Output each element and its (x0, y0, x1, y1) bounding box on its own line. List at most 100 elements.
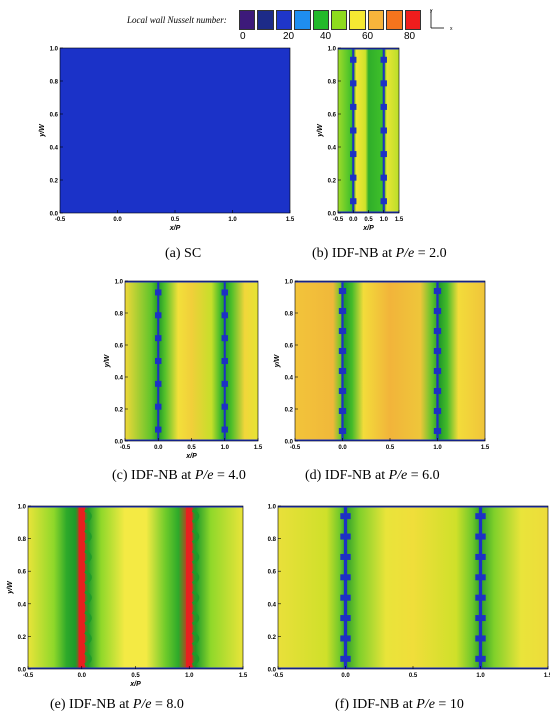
colorbar-tick-80: 80 (404, 31, 416, 42)
x-tick-label: 0.0 (78, 673, 87, 679)
contour-plot-c: 1.00.80.60.40.20.0-0.5 0.0 0.5 1.0 1.5x/Py/W (104, 280, 263, 461)
caption-d: (d) IDF-NB at P/e = 6.0 (305, 468, 440, 484)
vortex-mark (475, 553, 486, 560)
x-tick-label: -0.5 (55, 217, 66, 223)
x-tick-label: 1.5 (481, 445, 490, 451)
vortex-mark (433, 328, 442, 334)
y-tick-label: 0.2 (18, 635, 27, 641)
vortex-mark (433, 388, 442, 394)
nusselt-field (295, 281, 485, 441)
x-tick-label: 0.0 (338, 445, 347, 451)
vortex-mark (191, 570, 200, 585)
vortex-mark (84, 508, 92, 524)
colorbar (239, 10, 422, 30)
x-tick-label: -0.5 (23, 673, 34, 679)
rib-1 (78, 506, 85, 669)
y-tick-label: 0.6 (18, 570, 27, 576)
vortex-mark (221, 335, 228, 342)
contour-plot-f: 1.00.80.60.40.20.0-0.50.00.51.01.5 (268, 505, 550, 680)
vortex-mark (191, 631, 200, 646)
vortex-mark (340, 594, 351, 601)
x-tick-label: 1.0 (221, 445, 230, 451)
y-tick-label: 0.2 (50, 179, 59, 185)
rib-2 (186, 506, 193, 669)
caption-value: = 10 (434, 697, 464, 712)
x-tick-label: -0.5 (120, 445, 131, 451)
x-tick-label: 1.0 (476, 673, 485, 679)
vortex-mark (191, 549, 200, 565)
y-axis-label: y/W (317, 123, 324, 138)
nusselt-field (28, 506, 243, 669)
colorbar-swatch (386, 10, 403, 30)
vortex-mark (433, 368, 442, 374)
y-tick-label: 1.0 (18, 505, 27, 511)
caption-var: P/e (132, 697, 152, 712)
vortex-mark (155, 289, 162, 296)
colorbar-swatch (404, 10, 422, 30)
x-tick-label: 0.0 (349, 217, 358, 223)
vortex-mark (475, 533, 486, 540)
x-tick-label: -0.5 (333, 217, 344, 223)
y-tick-label: 1.0 (268, 505, 277, 511)
vortex-mark (221, 312, 228, 319)
caption-value: = 6.0 (407, 468, 440, 483)
colorbar-tick-0: 0 (240, 31, 246, 42)
x-tick-label: 0.5 (364, 217, 373, 223)
caption-text: (f) IDF-NB at (335, 697, 417, 712)
top-edge (338, 48, 399, 50)
vortex-mark (340, 553, 351, 560)
caption-text: (c) IDF-NB at (112, 468, 195, 483)
top-edge (28, 506, 243, 508)
colorbar-swatch (349, 10, 366, 30)
vortex-mark (338, 328, 347, 334)
caption-var: P/e (416, 697, 435, 712)
vortex-mark (350, 103, 357, 110)
x-axis-label: x/P (185, 453, 197, 460)
x-tick-label: 0.0 (341, 673, 350, 679)
rib-1 (341, 281, 344, 441)
x-tick-label: 1.5 (254, 445, 263, 451)
colorbar-title: Local wall Nusselt number: (127, 15, 227, 25)
y-tick-label: 0.8 (115, 312, 124, 318)
vortex-mark (475, 574, 486, 581)
vortex-mark (155, 335, 162, 342)
vortex-mark (84, 549, 92, 565)
x-tick-label: 1.0 (185, 673, 194, 679)
vortex-mark (350, 198, 357, 205)
vortex-mark (84, 590, 92, 605)
y-tick-label: 0.2 (115, 408, 124, 414)
y-tick-label: 1.0 (285, 280, 294, 286)
colorbar-swatch (239, 10, 256, 30)
vortex-mark (221, 426, 228, 433)
vortex-mark (433, 428, 442, 434)
x-tick-label: 0.5 (386, 445, 395, 451)
vortex-mark (84, 570, 92, 585)
y-tick-label: 0.8 (268, 537, 277, 543)
x-tick-label: 1.5 (544, 673, 550, 679)
colorbar-swatch (294, 10, 311, 30)
y-tick-label: 0.6 (50, 113, 59, 119)
vortex-mark (475, 513, 486, 520)
vortex-mark (433, 408, 442, 414)
axes-inset-y: y (430, 8, 433, 14)
vortex-mark (380, 151, 387, 158)
vortex-mark (221, 358, 228, 364)
y-tick-label: 0.2 (268, 635, 277, 641)
vortex-mark (380, 56, 387, 63)
x-tick-label: 1.0 (228, 217, 237, 223)
y-axis-label: y/W (274, 353, 281, 368)
colorbar-tick-60: 60 (362, 31, 374, 42)
contour-plot-d: 1.00.80.60.40.20.0-0.5 0.0 0.5 1.0 1.5y/W (274, 280, 490, 452)
y-tick-label: 0.6 (328, 113, 337, 119)
vortex-mark (380, 174, 387, 181)
vortex-mark (433, 308, 442, 314)
caption-text: (e) IDF-NB at (50, 697, 133, 712)
caption-c: (c) IDF-NB at P/e = 4.0 (112, 468, 246, 484)
vortex-mark (84, 651, 92, 667)
x-tick-label: 1.0 (380, 217, 389, 223)
y-tick-label: 0.0 (285, 440, 294, 446)
top-edge (278, 506, 548, 508)
vortex-mark (350, 56, 357, 63)
x-tick-label: 1.5 (286, 217, 295, 223)
axes-inset-x: x (450, 26, 453, 32)
